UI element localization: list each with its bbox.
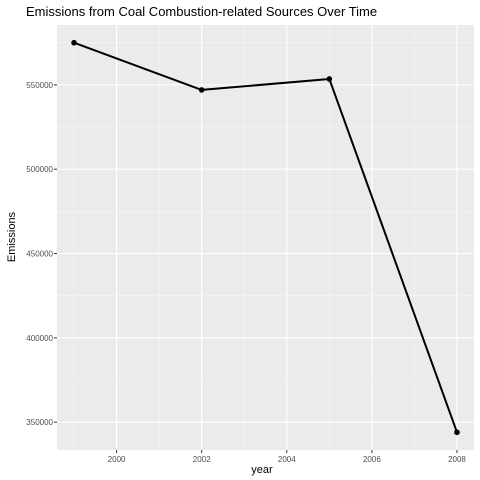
plot-panel (57, 25, 474, 450)
grid-major (57, 25, 474, 450)
data-point (71, 39, 77, 46)
data-point (326, 76, 333, 82)
data-marks (71, 39, 460, 436)
x-tick-label: 2004 (278, 455, 296, 464)
y-axis: 350000 400000 450000 500000 550000 (26, 81, 57, 427)
y-tick-label: 400000 (26, 334, 53, 343)
x-tick-label: 2002 (193, 455, 211, 464)
grid-minor (57, 25, 474, 450)
data-point (198, 87, 205, 93)
y-tick-label: 350000 (26, 418, 53, 427)
x-tick-label: 2008 (448, 455, 466, 464)
x-tick-label: 2006 (363, 455, 381, 464)
y-tick-label: 500000 (26, 165, 53, 174)
data-point (454, 429, 460, 436)
x-axis-title: year (251, 464, 273, 476)
y-axis-title: Emissions (6, 211, 18, 262)
x-axis: 2000 2002 2004 2006 2008 (108, 450, 466, 464)
y-tick-label: 450000 (26, 250, 53, 259)
chart-title: Emissions from Coal Combustion-related S… (26, 4, 377, 19)
series-line (73, 41, 458, 433)
x-tick-label: 2000 (108, 455, 126, 464)
y-tick-label: 550000 (26, 81, 53, 90)
